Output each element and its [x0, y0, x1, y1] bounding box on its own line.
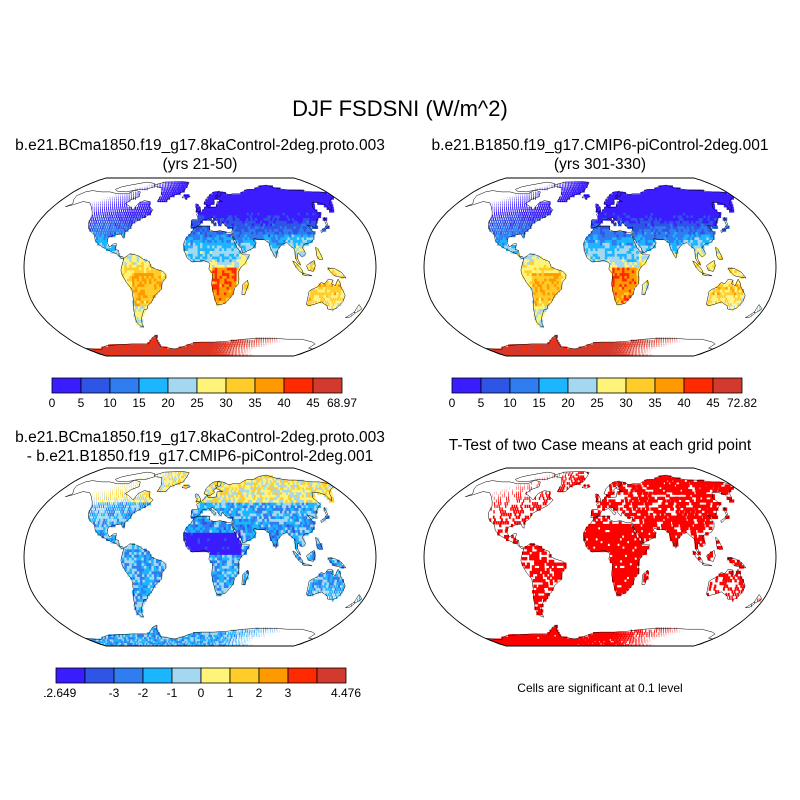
- colorbar-1-tick-10: 68.97: [327, 396, 357, 410]
- map-panel-2: [423, 177, 777, 357]
- colorbar-3-tick-2: -3: [109, 686, 120, 700]
- colorbar-1-swatch-4: [167, 377, 198, 394]
- significance-note: Cells are significant at 0.1 level: [517, 681, 683, 695]
- panel2-title-line2: (yrs 301-330): [553, 156, 647, 173]
- panel3-title-line1: b.e21.BCma1850.f19_g17.8kaControl-2deg.p…: [15, 429, 385, 446]
- colorbar-3-swatch-1: [84, 667, 115, 684]
- colorbar-3-swatch-2: [113, 667, 144, 684]
- colorbar-1-tick-8: 40: [277, 396, 291, 410]
- colorbar-3: -12.649 -3 -2 -1 0 1 2 3 4.476: [44, 667, 361, 700]
- colorbar-2-swatch-9: [712, 377, 743, 394]
- map-panel-4: [423, 467, 777, 647]
- colorbar-2-tick-4: 20: [561, 396, 575, 410]
- colorbar-1-swatch-8: [283, 377, 314, 394]
- colorbar-2-tick-9: 45: [706, 396, 720, 410]
- colorbar-1-tick-3: 15: [132, 396, 146, 410]
- colorbar-2-swatch-1: [480, 377, 511, 394]
- colorbar-3-swatch-0: [55, 667, 86, 684]
- coastlines: [65, 471, 363, 646]
- colorbar-3-tick-4: -1: [167, 686, 178, 700]
- colorbar-1-swatch-0: [51, 377, 82, 394]
- coastlines: [65, 181, 363, 356]
- colorbar-3-swatch-7: [258, 667, 289, 684]
- colorbar-1-swatch-5: [196, 377, 227, 394]
- colorbar-3-swatch-3: [142, 667, 173, 684]
- colorbar-3-tick-10: 4.476: [331, 686, 361, 700]
- panel2-title: b.e21.B1850.f19_g17.CMIP6-piControl-2deg…: [400, 136, 800, 174]
- map-cells: [86, 181, 361, 356]
- colorbar-3-swatch-5: [200, 667, 231, 684]
- colorbar-2-tick-1: 5: [478, 396, 485, 410]
- colorbar-2-swatch-5: [596, 377, 627, 394]
- colorbar-2-tick-8: 40: [677, 396, 691, 410]
- colorbar-2-swatch-6: [625, 377, 656, 394]
- map-outline: [23, 177, 377, 357]
- colorbar-2-tick-5: 25: [590, 396, 604, 410]
- colorbar-1-swatch-9: [312, 377, 343, 394]
- colorbar-2-tick-0: 0: [449, 396, 456, 410]
- colorbar-2-swatch-3: [538, 377, 569, 394]
- map-cells: [486, 471, 761, 646]
- colorbar-1-tick-5: 25: [190, 396, 204, 410]
- coastlines: [465, 471, 763, 646]
- colorbar-2-tick-6: 30: [619, 396, 633, 410]
- colorbar-1-tick-7: 35: [248, 396, 262, 410]
- colorbar-3-tick-6: 1: [227, 686, 234, 700]
- map-cells: [86, 471, 361, 646]
- colorbar-1: 0 5 10 15 20 25 30 35 40 45 68.97: [49, 377, 357, 410]
- colorbar-1-tick-9: 45: [306, 396, 320, 410]
- colorbar-2-swatch-7: [654, 377, 685, 394]
- colorbar-2-swatch-4: [567, 377, 598, 394]
- panel2-title-line1: b.e21.B1850.f19_g17.CMIP6-piControl-2deg…: [431, 137, 769, 154]
- colorbar-1-swatch-1: [80, 377, 111, 394]
- colorbar-1-tick-1: 5: [78, 396, 85, 410]
- main-title: DJF FSDSNI (W/m^2): [292, 96, 508, 121]
- map-panel-3: [23, 467, 377, 647]
- map-outline: [423, 467, 777, 647]
- colorbar-1-tick-0: 0: [49, 396, 56, 410]
- colorbar-2-swatch-8: [683, 377, 714, 394]
- panel4-title-line1: T-Test of two Case means at each grid po…: [448, 437, 752, 454]
- colorbar-1-swatch-3: [138, 377, 169, 394]
- map-panel-1: [23, 177, 377, 357]
- colorbar-1-tick-2: 10: [103, 396, 117, 410]
- map-cells: [486, 181, 761, 356]
- panel1-title-line2: (yrs 21-50): [162, 156, 238, 173]
- colorbar-3-swatch-6: [229, 667, 260, 684]
- colorbar-3-tick-5: 0: [198, 686, 205, 700]
- colorbar-2: 0 5 10 15 20 25 30 35 40 45 72.82: [449, 377, 757, 410]
- colorbar-3-tick-8: 3: [285, 686, 292, 700]
- colorbar-3-swatch-8: [287, 667, 318, 684]
- colorbar-1-swatch-2: [109, 377, 140, 394]
- colorbar-3-tick-7: 2: [256, 686, 263, 700]
- colorbar-1-swatch-7: [254, 377, 285, 394]
- colorbar-1-swatch-6: [225, 377, 256, 394]
- colorbar-1-tick-4: 20: [161, 396, 175, 410]
- colorbar-3-swatch-9: [316, 667, 347, 684]
- panel4-title: T-Test of two Case means at each grid po…: [400, 436, 800, 455]
- colorbar-2-tick-3: 15: [532, 396, 546, 410]
- colorbar-1-tick-6: 30: [219, 396, 233, 410]
- colorbar-2-tick-10: 72.82: [727, 396, 757, 410]
- map-outline: [423, 177, 777, 357]
- colorbar-2-swatch-2: [509, 377, 540, 394]
- map-outline: [23, 467, 377, 647]
- colorbar-2-tick-7: 35: [648, 396, 662, 410]
- colorbar-3-tick-3: -2: [138, 686, 149, 700]
- colorbar-2-swatch-0: [451, 377, 482, 394]
- colorbar-3-tick-0: -12.649: [44, 686, 77, 700]
- panel3-title-line2: - b.e21.B1850.f19_g17.CMIP6-piControl-2d…: [26, 448, 374, 465]
- panel3-title: b.e21.BCma1850.f19_g17.8kaControl-2deg.p…: [0, 428, 400, 466]
- coastlines: [465, 181, 763, 356]
- colorbar-2-tick-2: 10: [503, 396, 517, 410]
- colorbar-3-swatch-4: [171, 667, 202, 684]
- panel1-title: b.e21.BCma1850.f19_g17.8kaControl-2deg.p…: [0, 136, 400, 174]
- panel1-title-line1: b.e21.BCma1850.f19_g17.8kaControl-2deg.p…: [15, 137, 385, 154]
